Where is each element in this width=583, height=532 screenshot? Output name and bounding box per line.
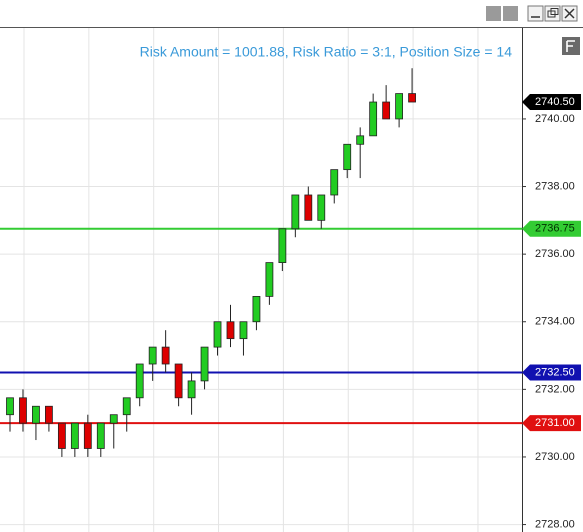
window-button[interactable] — [503, 6, 518, 21]
window-button[interactable] — [486, 6, 501, 21]
y-tick-label: 2730.00 — [535, 451, 575, 463]
y-tick-label: 2728.00 — [535, 518, 575, 530]
candle-body — [382, 101, 391, 120]
candle-body — [304, 194, 313, 221]
y-tick-label: 2732.00 — [535, 383, 575, 395]
candle-body — [187, 380, 196, 399]
candle-body — [96, 422, 105, 449]
price-tag — [522, 415, 581, 432]
candle-body — [408, 93, 416, 103]
price-tag-label: 2740.50 — [535, 96, 575, 108]
candle-body — [343, 143, 352, 171]
y-tick-label: 2738.00 — [535, 180, 575, 192]
candle-body — [200, 346, 209, 382]
candle-body — [369, 101, 378, 137]
candle-body — [278, 228, 287, 263]
y-tick-label: 2734.00 — [535, 316, 575, 328]
candle-body — [330, 169, 339, 196]
candle-body — [122, 397, 131, 416]
candle-body — [226, 321, 235, 340]
price-axis: 2728.00 2730.00 2732.00 2734.00 2736.00 2738.… — [522, 28, 581, 532]
icon — [564, 8, 575, 19]
candle-body — [213, 321, 222, 348]
candles — [6, 68, 416, 457]
candle-body — [239, 321, 248, 340]
candle-body — [174, 363, 183, 399]
candle-body — [45, 405, 53, 424]
candle-body — [252, 295, 261, 323]
price-tag-label: 2731.00 — [535, 417, 575, 429]
y-tick-label: 2736.00 — [535, 248, 575, 260]
candle-body — [356, 135, 365, 145]
price-tag — [522, 220, 581, 237]
candle-body — [148, 346, 157, 365]
candle-body — [265, 262, 274, 297]
candle-body — [135, 363, 144, 399]
price-tag — [522, 94, 581, 111]
grid — [0, 28, 522, 532]
candle-body — [291, 194, 300, 230]
window-buttons — [486, 5, 578, 22]
candle-body — [83, 422, 92, 449]
candle-body — [109, 414, 118, 424]
candle-body — [317, 194, 326, 221]
price-tag — [522, 364, 581, 381]
icon — [566, 40, 575, 52]
price-tag-label: 2736.75 — [535, 223, 575, 235]
candle-body — [32, 405, 40, 424]
candle-body — [395, 93, 404, 120]
candle-body — [6, 397, 14, 416]
candle-body — [161, 346, 170, 365]
price-tag-label: 2732.50 — [535, 366, 575, 378]
candle-body — [70, 422, 79, 449]
icon — [550, 8, 559, 15]
annotation: Risk Amount = 1001.88, Risk Ratio = 3:1,… — [140, 44, 513, 60]
candle-body — [57, 422, 66, 449]
candle-body — [19, 397, 27, 424]
y-tick-label: 2740.00 — [535, 113, 575, 125]
minimize-button[interactable] — [527, 5, 544, 22]
